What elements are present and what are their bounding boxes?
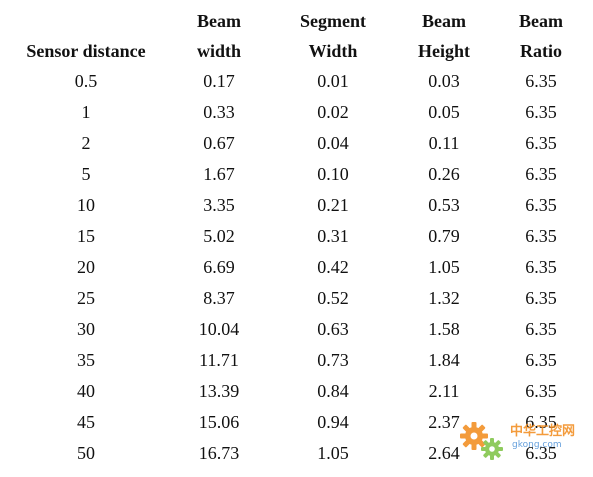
cell-beam-ratio: 6.35: [525, 226, 557, 246]
cell-beam-width: 13.39: [198, 381, 240, 401]
cell-beam-width: 10.04: [198, 319, 240, 339]
cell-beam-width: 0.67: [203, 133, 235, 153]
cell-segment-width: 0.31: [317, 226, 349, 246]
cell-sensor-distance: 30: [77, 319, 95, 339]
table-row: 40 13.39 0.84 2.11 6.35: [8, 376, 586, 407]
cell-sensor-distance: 40: [77, 381, 95, 401]
header-segment-width: Segment Width: [274, 6, 392, 66]
cell-segment-width: 0.52: [317, 288, 349, 308]
cell-sensor-distance: 2: [81, 133, 91, 153]
cell-beam-ratio: 6.35: [525, 381, 557, 401]
cell-segment-width: 0.01: [317, 71, 349, 91]
cell-beam-ratio: 6.35: [525, 350, 557, 370]
cell-sensor-distance: 10: [77, 195, 95, 215]
header-line-2: Sensor distance: [26, 41, 146, 61]
cell-beam-width: 8.37: [203, 288, 235, 308]
cell-beam-height: 0.03: [428, 71, 460, 91]
cell-beam-ratio: 6.35: [525, 412, 557, 432]
cell-segment-width: 0.04: [317, 133, 349, 153]
cell-sensor-distance: 5: [81, 164, 91, 184]
cell-beam-ratio: 6.35: [525, 133, 557, 153]
table-row: 30 10.04 0.63 1.58 6.35: [8, 314, 586, 345]
header-line-2: Height: [418, 41, 470, 61]
cell-beam-ratio: 6.35: [525, 319, 557, 339]
cell-segment-width: 0.21: [317, 195, 349, 215]
cell-beam-width: 16.73: [198, 443, 240, 463]
header-line-1: Segment: [300, 11, 366, 31]
cell-beam-width: 3.35: [203, 195, 235, 215]
table-body: 0.5 0.17 0.01 0.03 6.35 1 0.33 0.02 0.05 6.35 2 0.6…: [8, 66, 586, 469]
cell-beam-height: 2.64: [428, 443, 460, 463]
cell-sensor-distance: 25: [77, 288, 95, 308]
table-row: 45 15.06 0.94 2.37 6.35: [8, 407, 586, 438]
cell-beam-width: 1.67: [203, 164, 235, 184]
table-row: 15 5.02 0.31 0.79 6.35: [8, 221, 586, 252]
cell-sensor-distance: 35: [77, 350, 95, 370]
beam-data-table: Sensor distance Beam width Segment Width…: [8, 6, 586, 469]
table-row: 10 3.35 0.21 0.53 6.35: [8, 190, 586, 221]
cell-beam-height: 0.05: [428, 102, 460, 122]
header-sensor-distance: Sensor distance: [8, 6, 164, 66]
cell-beam-ratio: 6.35: [525, 288, 557, 308]
cell-beam-ratio: 6.35: [525, 164, 557, 184]
cell-segment-width: 0.63: [317, 319, 349, 339]
table-row: 0.5 0.17 0.01 0.03 6.35: [8, 66, 586, 97]
cell-segment-width: 0.84: [317, 381, 349, 401]
table-row: 20 6.69 0.42 1.05 6.35: [8, 252, 586, 283]
cell-segment-width: 0.10: [317, 164, 349, 184]
cell-beam-ratio: 6.35: [525, 195, 557, 215]
cell-beam-height: 1.84: [428, 350, 460, 370]
cell-sensor-distance: 45: [77, 412, 95, 432]
table-row: 5 1.67 0.10 0.26 6.35: [8, 159, 586, 190]
cell-beam-width: 5.02: [203, 226, 235, 246]
cell-beam-ratio: 6.35: [525, 71, 557, 91]
cell-beam-height: 2.11: [428, 381, 460, 401]
cell-beam-height: 0.79: [428, 226, 460, 246]
cell-beam-height: 0.26: [428, 164, 460, 184]
cell-beam-width: 6.69: [203, 257, 235, 277]
cell-beam-height: 1.05: [428, 257, 460, 277]
cell-beam-height: 0.53: [428, 195, 460, 215]
cell-beam-height: 1.32: [428, 288, 460, 308]
cell-segment-width: 0.73: [317, 350, 349, 370]
cell-beam-height: 0.11: [428, 133, 460, 153]
cell-sensor-distance: 0.5: [74, 71, 98, 91]
cell-segment-width: 0.42: [317, 257, 349, 277]
cell-segment-width: 0.02: [317, 102, 349, 122]
header-line-2: Ratio: [520, 41, 562, 61]
cell-sensor-distance: 15: [77, 226, 95, 246]
cell-beam-ratio: 6.35: [525, 257, 557, 277]
cell-sensor-distance: 1: [81, 102, 91, 122]
cell-beam-width: 11.71: [199, 350, 239, 370]
header-beam-width: Beam width: [164, 6, 274, 66]
header-line-1: Beam: [519, 11, 563, 31]
table-row: 2 0.67 0.04 0.11 6.35: [8, 128, 586, 159]
header-beam-ratio: Beam Ratio: [496, 6, 586, 66]
cell-beam-width: 0.33: [203, 102, 235, 122]
cell-beam-width: 0.17: [203, 71, 235, 91]
cell-segment-width: 1.05: [317, 443, 349, 463]
header-row: Sensor distance Beam width Segment Width…: [8, 6, 586, 66]
header-line-2: width: [196, 41, 241, 61]
cell-beam-height: 1.58: [428, 319, 460, 339]
table-row: 1 0.33 0.02 0.05 6.35: [8, 97, 586, 128]
header-beam-height: Beam Height: [392, 6, 496, 66]
header-line-2: Width: [308, 41, 358, 61]
table-header: Sensor distance Beam width Segment Width…: [8, 6, 586, 66]
cell-sensor-distance: 20: [77, 257, 95, 277]
table-row: 25 8.37 0.52 1.32 6.35: [8, 283, 586, 314]
cell-segment-width: 0.94: [317, 412, 349, 432]
header-line-1: Beam: [422, 11, 466, 31]
table-row: 50 16.73 1.05 2.64 6.35: [8, 438, 586, 469]
table-row: 35 11.71 0.73 1.84 6.35: [8, 345, 586, 376]
cell-beam-ratio: 6.35: [525, 102, 557, 122]
cell-sensor-distance: 50: [77, 443, 95, 463]
cell-beam-ratio: 6.35: [525, 443, 557, 463]
header-line-1: Beam: [197, 11, 241, 31]
cell-beam-height: 2.37: [428, 412, 460, 432]
cell-beam-width: 15.06: [198, 412, 240, 432]
